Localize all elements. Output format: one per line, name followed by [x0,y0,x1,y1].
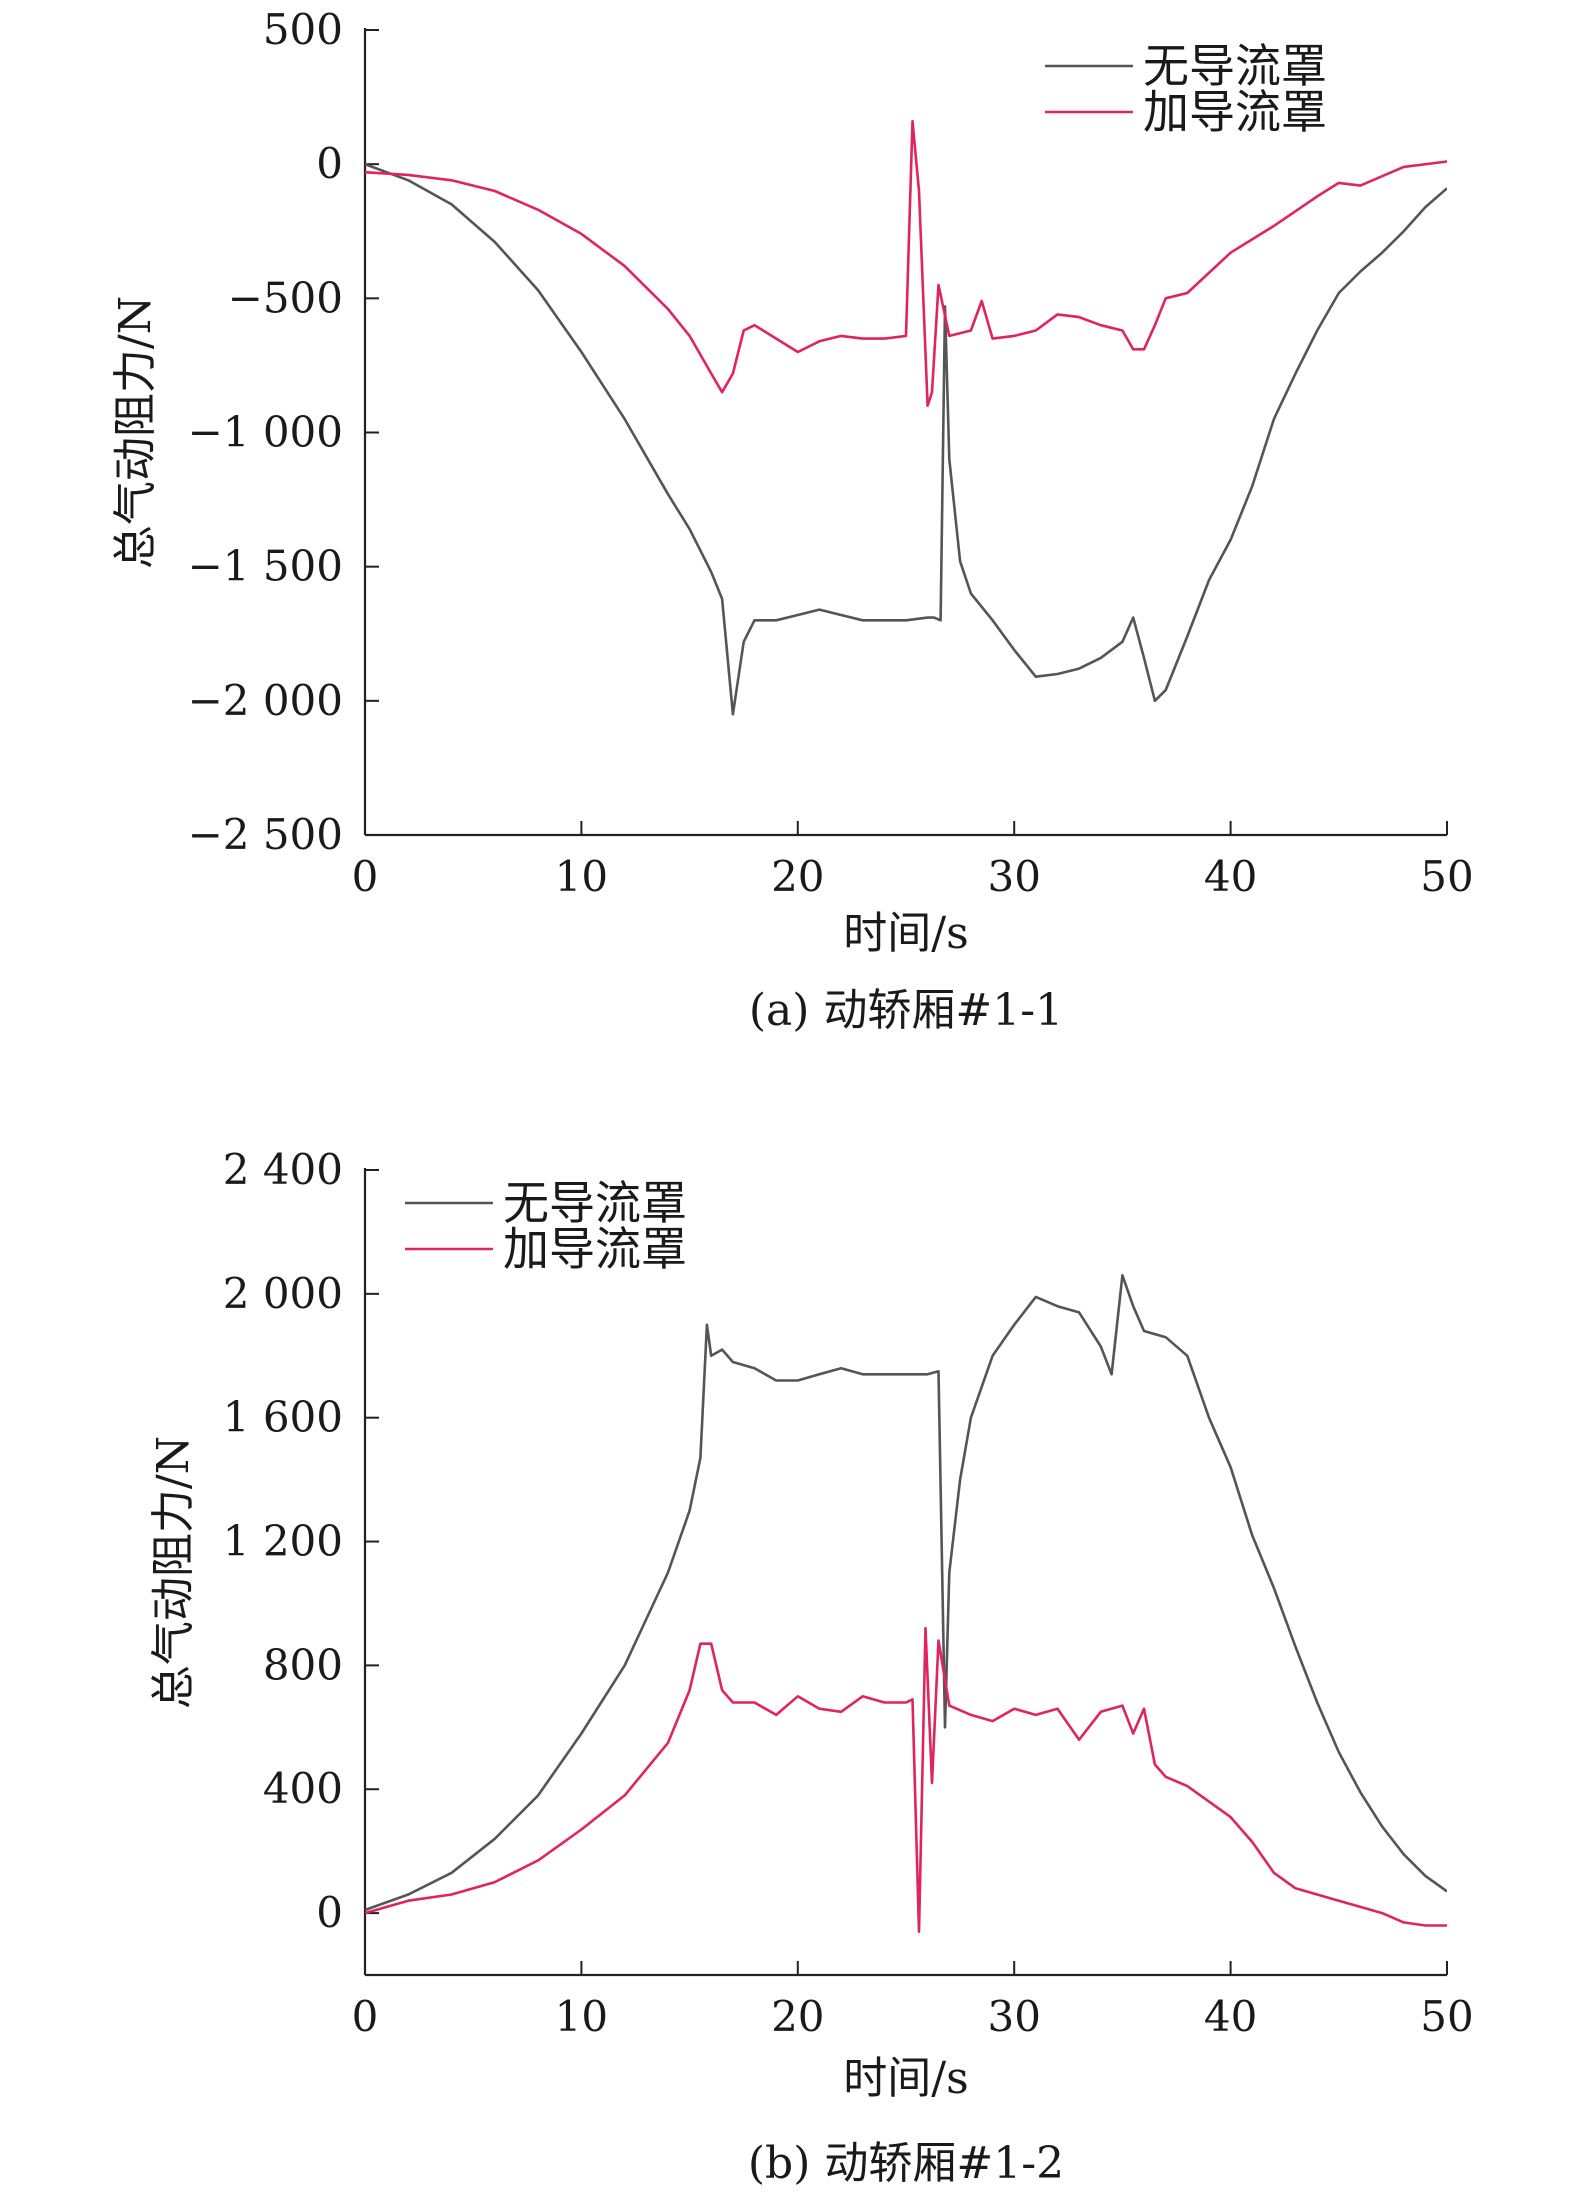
y-tick-label: 500 [263,5,343,54]
x-tick-label: 40 [1204,1992,1257,2041]
legend-label-1: 无导流罩 [1143,39,1327,93]
y-tick-label: 400 [263,1764,343,1813]
x-tick-label: 0 [352,1992,379,2041]
x-tick-label: 50 [1420,852,1473,901]
y-tick-label: −500 [228,273,343,322]
y-tick-label: −1 500 [188,542,343,591]
x-axis-title: 时间/s [843,2053,968,2104]
y-tick-label: −2 000 [188,676,343,725]
y-axis-title: 总气动阻力/N [110,296,161,569]
series-line-2 [365,119,1447,408]
y-tick-label: −1 000 [188,408,343,457]
y-tick-label: 2 400 [223,1145,343,1194]
y-tick-label: 1 600 [223,1393,343,1442]
series-line-1 [365,162,1447,716]
y-axis-title: 总气动阻力/N [148,1436,199,1709]
y-tick-label: 2 000 [223,1269,343,1318]
panel-caption: (a) 动轿厢#1-1 [749,985,1063,1036]
x-axis-title: 时间/s [843,908,968,959]
x-tick-label: 50 [1420,1992,1473,2041]
y-tick-label: 0 [316,1888,343,1937]
legend-label-2: 加导流罩 [1143,85,1327,139]
legend-label-1: 无导流罩 [503,1176,687,1230]
x-tick-label: 40 [1204,852,1257,901]
x-tick-label: 20 [771,852,824,901]
series-line-2 [365,1626,1447,1933]
x-tick-label: 0 [352,852,379,901]
x-tick-label: 30 [987,1992,1040,2041]
y-tick-label: 1 200 [223,1517,343,1566]
series-line-1 [365,1274,1447,1912]
y-tick-label: 800 [263,1640,343,1689]
y-tick-label: 0 [316,139,343,188]
legend-label-2: 加导流罩 [503,1222,687,1276]
chart-panel-2: 2 400 2 000 1 600 1 200 800 400 0 0 10 20 30 40 50 时间… [148,1145,1474,2189]
panel-caption: (b) 动轿厢#1-2 [748,2138,1064,2189]
x-tick-label: 10 [555,852,608,901]
plot-area [365,1274,1447,1933]
x-tick-label: 20 [771,1992,824,2041]
y-tick-label: −2 500 [188,810,343,859]
plot-area [365,119,1447,716]
x-tick-label: 10 [555,1992,608,2041]
x-tick-label: 30 [987,852,1040,901]
